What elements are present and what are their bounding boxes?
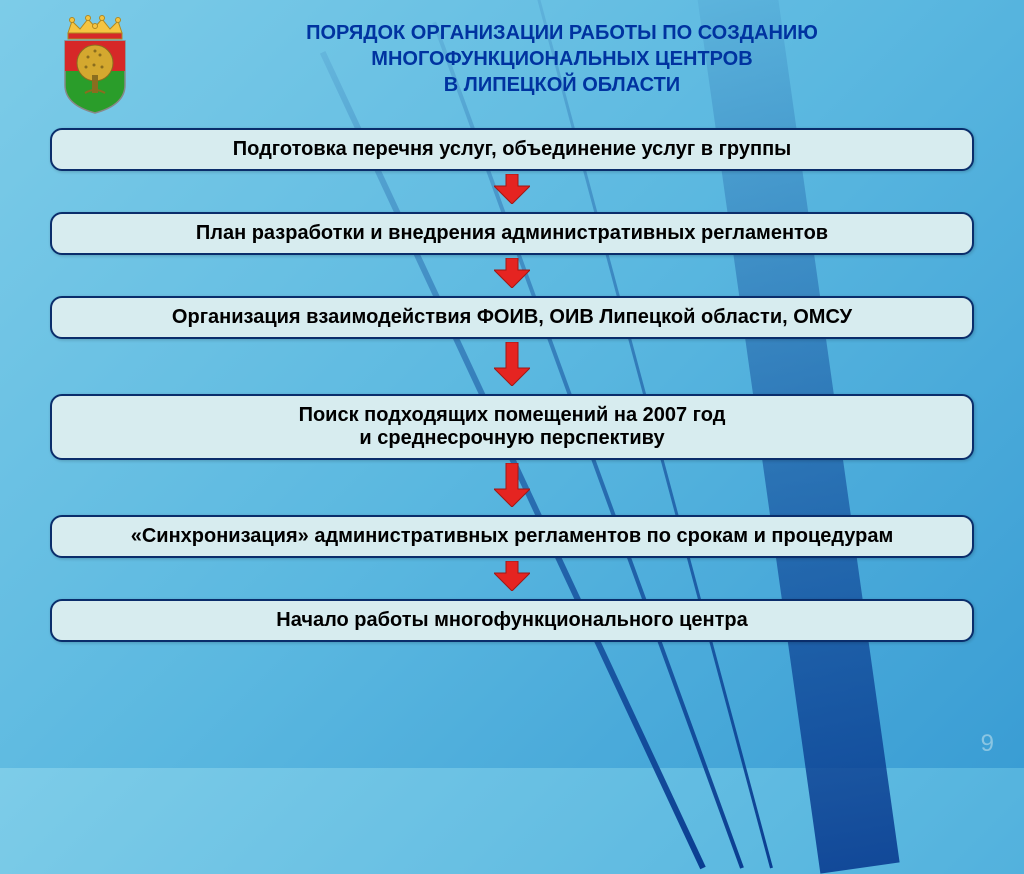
slide-title: ПОРЯДОК ОРГАНИЗАЦИИ РАБОТЫ ПО СОЗДАНИЮ М… <box>150 20 974 98</box>
header-row: ПОРЯДОК ОРГАНИЗАЦИИ РАБОТЫ ПО СОЗДАНИЮ М… <box>50 20 974 120</box>
flowchart-step: Организация взаимодействия ФОИВ, ОИВ Лип… <box>50 296 974 339</box>
flowchart-steps: Подготовка перечня услуг, объединение ус… <box>50 128 974 642</box>
flow-arrow-icon <box>494 174 530 209</box>
title-line-3: В ЛИПЕЦКОЙ ОБЛАСТИ <box>150 72 974 98</box>
title-line-1: ПОРЯДОК ОРГАНИЗАЦИИ РАБОТЫ ПО СОЗДАНИЮ <box>150 20 974 46</box>
flow-arrow-icon <box>494 463 530 512</box>
flow-arrow-icon <box>494 258 530 293</box>
flowchart-step: План разработки и внедрения администрати… <box>50 212 974 255</box>
flowchart-step: Начало работы многофункционального центр… <box>50 599 974 642</box>
region-crest-icon <box>50 15 140 120</box>
slide-container: ПОРЯДОК ОРГАНИЗАЦИИ РАБОТЫ ПО СОЗДАНИЮ М… <box>0 0 1024 768</box>
flowchart-step: Подготовка перечня услуг, объединение ус… <box>50 128 974 171</box>
page-number: 9 <box>981 730 994 758</box>
title-line-2: МНОГОФУНКЦИОНАЛЬНЫХ ЦЕНТРОВ <box>150 46 974 72</box>
flowchart-step: «Синхронизация» административных регламе… <box>50 515 974 558</box>
flow-arrow-icon <box>494 561 530 596</box>
flow-arrow-icon <box>494 342 530 391</box>
flowchart-step: Поиск подходящих помещений на 2007 годи … <box>50 394 974 460</box>
